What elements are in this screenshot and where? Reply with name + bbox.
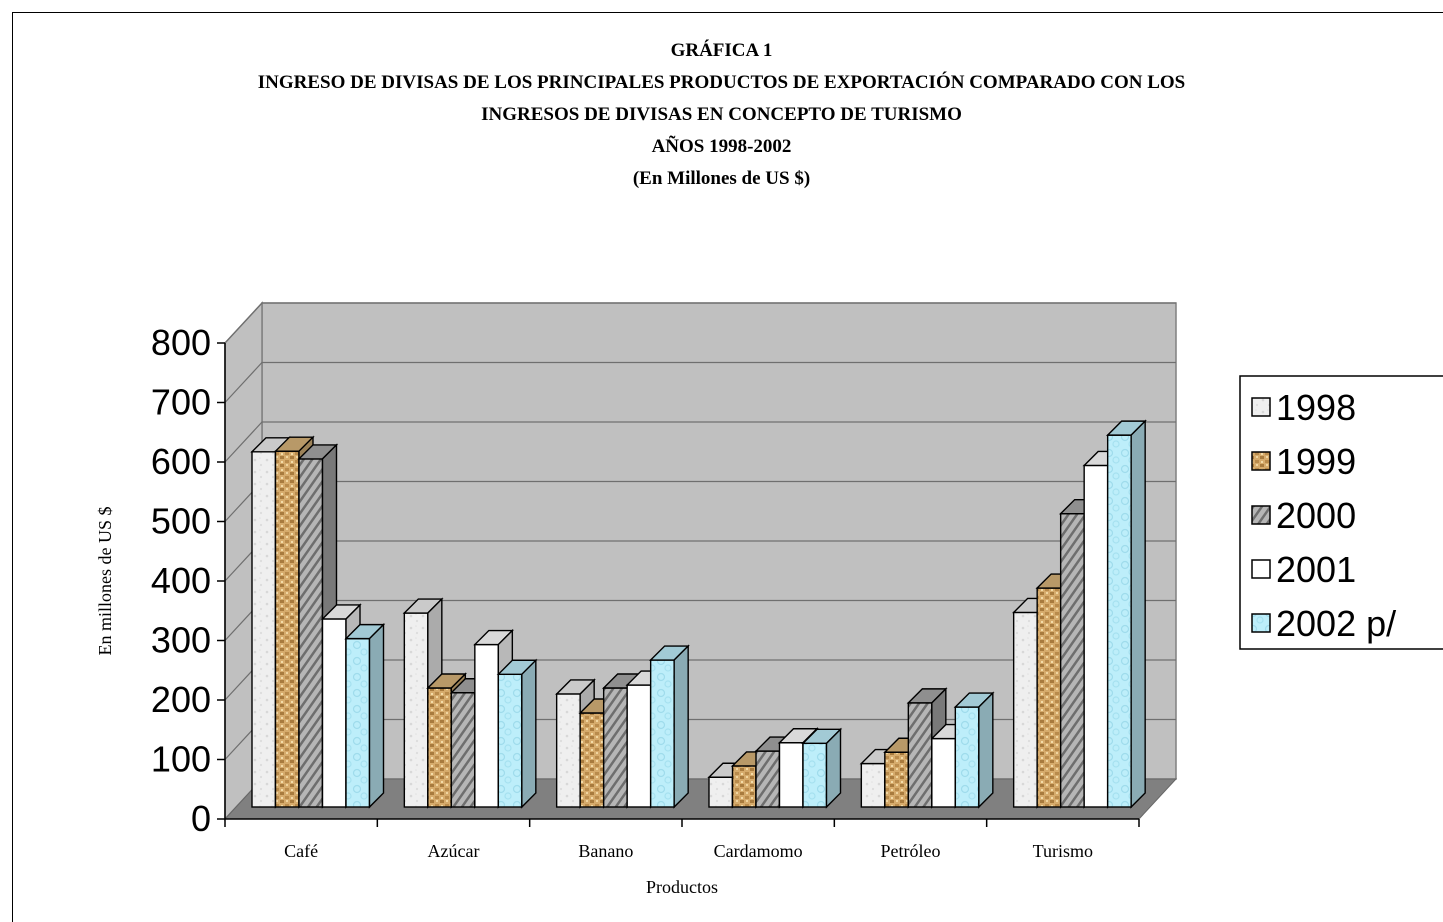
legend-label: 1999 [1276,441,1356,482]
legend-swatch [1251,505,1271,525]
bar-front [403,612,429,808]
x-axis-title: Productos [646,877,718,897]
chart-title-line-1: GRÁFICA 1 [670,40,773,61]
bar-side [825,727,842,809]
legend-label: 2001 [1276,549,1356,590]
y-tick-label: 100 [151,739,211,780]
bar-front [251,451,277,808]
bar-side [1130,419,1146,809]
bar [344,622,386,809]
bar-front [321,618,347,808]
chart-title-line-2: INGRESO DE DIVISAS DE LOS PRINCIPALES PR… [257,72,1186,93]
bars [250,419,1147,809]
bar [953,691,995,809]
bar [1105,419,1147,809]
bar-front [802,742,828,808]
chart-frame [12,12,1443,922]
y-tick-label: 600 [151,441,211,482]
y-tick-label: 500 [151,501,211,542]
bar-side [521,658,537,809]
chart-title-block: GRÁFICA 1 INGRESO DE DIVISAS DE LOS PRIN… [0,35,1443,195]
bar-front [626,684,652,808]
y-axis-title: En millones de US $ [95,507,115,656]
legend-swatch [1251,613,1271,633]
gridline [224,361,1176,403]
bar-front [345,637,371,808]
bar [801,727,843,809]
bar-front [579,712,605,808]
bar-front [298,458,324,808]
bar-front [884,751,910,808]
bar-front [931,737,957,808]
bar-front [427,687,453,808]
bar-front [555,693,581,808]
legend-label: 1998 [1276,387,1356,428]
legend-label: 2002 p/ [1276,603,1396,644]
bar-side [368,622,385,809]
bar-side [673,644,689,809]
chart-title-line-3: INGRESOS DE DIVISAS EN CONCEPTO DE TURIS… [481,104,962,125]
x-tick-label: Banano [578,841,633,861]
bar-front [450,692,476,808]
x-tick-label: Petróleo [881,841,941,861]
bar [496,658,538,809]
bar-front [1059,512,1085,808]
bar-front [731,765,757,808]
bar-front [954,706,980,808]
y-tick-label: 800 [151,322,211,363]
legend-swatch [1251,397,1271,417]
legend-swatch [1251,559,1271,579]
bar-front [778,742,804,808]
y-tick-label: 300 [151,620,211,661]
bar-front [602,687,628,808]
bar-front [649,659,675,808]
tick-labels: 0 100 200 300 400 500 600 700 800 Café Azúcar Banan… [95,322,1093,897]
x-tick-label: Turismo [1033,841,1093,861]
bar [648,644,690,809]
chart-title-line-5: (En Millones de US $) [632,168,811,189]
bar-front [907,702,933,808]
y-tick-label: 700 [151,382,211,423]
x-tick-label: Azúcar [428,841,480,861]
bar-front [274,450,300,808]
bar-front [1083,464,1109,808]
bar-front [474,643,500,808]
x-tick-label: Cardamomo [714,841,803,861]
legend-label: 2000 [1276,495,1356,536]
bar-front [708,776,734,808]
y-tick-label: 0 [191,798,211,839]
bar-front [1106,434,1132,808]
legend: 1998 1999 2000 2001 2002 p/ [1239,375,1443,650]
gridline [224,421,1176,463]
bar-side [978,691,994,809]
chart-title-line-4: AÑOS 1998-2002 [651,136,792,157]
gridline [224,302,1176,344]
x-tick-label: Café [284,841,318,861]
bar-front [1012,611,1038,808]
legend-box [1239,375,1443,650]
bar-front [1036,587,1062,808]
y-tick-label: 200 [151,679,211,720]
bar-front [755,750,781,808]
bar-front [497,673,523,808]
y-tick-label: 400 [151,560,211,601]
bar-front [860,762,886,808]
legend-swatch [1251,451,1271,471]
axes [217,342,1140,827]
